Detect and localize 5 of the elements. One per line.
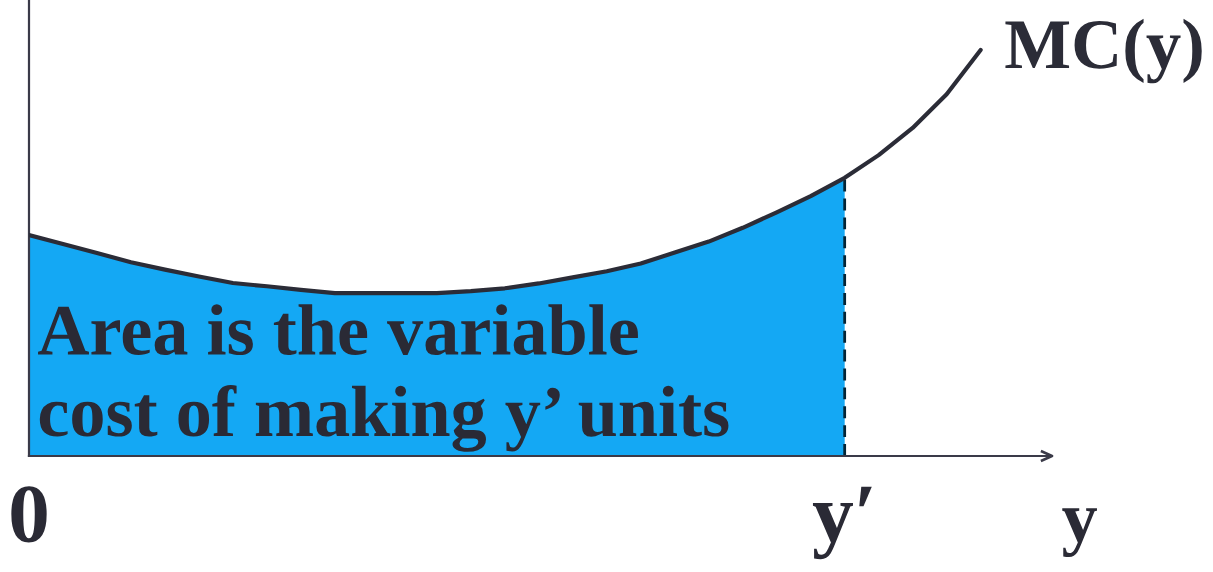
x-axis-title: y: [1062, 508, 1097, 558]
series-label: MC(y): [1005, 18, 1202, 84]
x-tick-label: 0: [11, 486, 47, 543]
annotation: Area is the variable cost of making y’ units: [38, 304, 729, 452]
x-tick-label: y′: [812, 486, 872, 560]
